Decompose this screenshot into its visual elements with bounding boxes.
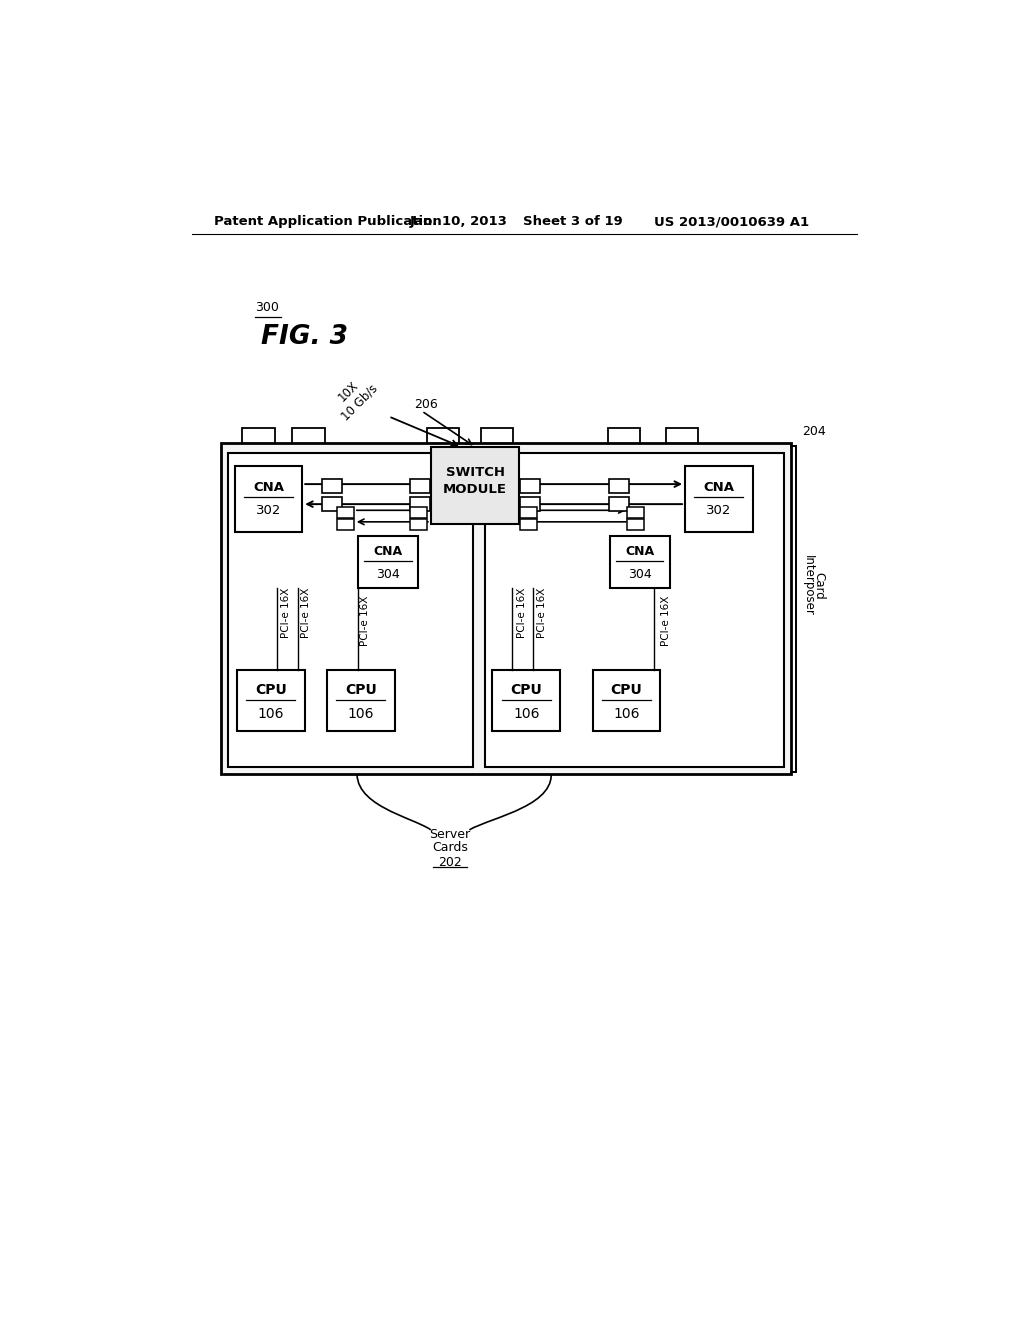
Text: PCI-e 16X: PCI-e 16X — [282, 587, 291, 638]
Bar — [427, 428, 460, 444]
Bar — [234, 466, 302, 532]
Bar — [221, 444, 792, 775]
Bar — [628, 507, 644, 517]
Bar — [322, 479, 342, 494]
Text: 106: 106 — [513, 706, 540, 721]
Bar — [493, 671, 560, 730]
Text: Cards: Cards — [432, 841, 468, 854]
Text: Card: Card — [812, 572, 825, 599]
Bar — [608, 479, 629, 494]
Bar — [608, 498, 629, 511]
Text: CNA: CNA — [373, 545, 402, 557]
Text: 304: 304 — [628, 568, 651, 581]
Bar — [357, 536, 418, 589]
Bar — [228, 453, 473, 767]
Text: Interposer: Interposer — [802, 556, 815, 616]
Text: PCI-e 16X: PCI-e 16X — [517, 587, 526, 638]
Text: CPU: CPU — [345, 682, 377, 697]
Bar — [410, 507, 427, 517]
Bar — [410, 519, 427, 529]
Bar — [484, 453, 783, 767]
Bar — [593, 671, 660, 730]
Text: Jan. 10, 2013: Jan. 10, 2013 — [410, 215, 507, 228]
Bar — [520, 507, 538, 517]
Text: 206: 206 — [414, 399, 437, 412]
Text: FIG. 3: FIG. 3 — [261, 323, 348, 350]
Text: 106: 106 — [613, 706, 640, 721]
Bar — [410, 498, 430, 511]
Text: PCI-e 16X: PCI-e 16X — [660, 595, 671, 645]
Bar — [410, 479, 430, 494]
Text: 300: 300 — [255, 301, 280, 314]
Text: Server: Server — [429, 828, 471, 841]
Bar — [520, 498, 541, 511]
Text: 202: 202 — [438, 855, 462, 869]
Bar — [322, 498, 342, 511]
Bar — [520, 519, 538, 529]
Text: 304: 304 — [376, 568, 399, 581]
Bar — [628, 519, 644, 529]
Text: 10X
10 Gb/s: 10X 10 Gb/s — [328, 371, 380, 422]
Text: CPU: CPU — [511, 682, 543, 697]
Text: MODULE: MODULE — [443, 483, 507, 496]
Bar — [243, 428, 274, 444]
Bar — [237, 671, 304, 730]
Bar — [431, 447, 519, 524]
Bar — [481, 428, 513, 444]
Text: CPU: CPU — [610, 682, 642, 697]
Bar — [327, 671, 394, 730]
Text: 302: 302 — [707, 504, 731, 517]
Text: US 2013/0010639 A1: US 2013/0010639 A1 — [654, 215, 809, 228]
Bar — [337, 519, 354, 529]
Bar — [520, 479, 541, 494]
Text: Patent Application Publication: Patent Application Publication — [214, 215, 441, 228]
Bar — [608, 428, 640, 444]
Bar — [609, 536, 670, 589]
Bar — [685, 466, 753, 532]
Text: SWITCH: SWITCH — [445, 466, 505, 479]
Bar — [666, 428, 698, 444]
Text: PCI-e 16X: PCI-e 16X — [301, 587, 311, 638]
Text: 302: 302 — [256, 504, 281, 517]
Text: 106: 106 — [257, 706, 284, 721]
Text: PCI-e 16X: PCI-e 16X — [537, 587, 547, 638]
Bar — [292, 428, 325, 444]
Text: 106: 106 — [347, 706, 374, 721]
Text: 204: 204 — [802, 425, 825, 438]
Text: PCI-e 16X: PCI-e 16X — [360, 595, 371, 645]
Text: Sheet 3 of 19: Sheet 3 of 19 — [523, 215, 623, 228]
Text: CNA: CNA — [625, 545, 654, 557]
Text: CNA: CNA — [253, 482, 284, 495]
Bar — [337, 507, 354, 517]
Text: CNA: CNA — [703, 482, 734, 495]
Text: CPU: CPU — [255, 682, 287, 697]
